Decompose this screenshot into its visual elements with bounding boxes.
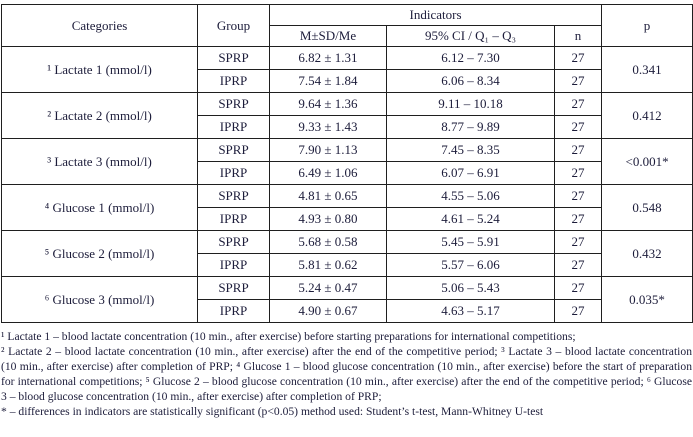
table-row: IPRP 4.90 ± 0.67 4.63 – 5.17 27 [2, 299, 693, 323]
msd-cell: 4.93 ± 0.80 [269, 207, 387, 231]
category-cell: ⁴ Glucose 1 (mmol/l) [1, 184, 198, 231]
table-row: IPRP 9.33 ± 1.43 8.77 – 9.89 27 [2, 115, 693, 139]
group-cell: SPRP [197, 276, 270, 300]
header-n: n [553, 25, 603, 47]
p-cell: 0.341 [601, 46, 693, 93]
n-cell: 27 [553, 276, 603, 300]
ci-cell: 6.06 – 8.34 [386, 69, 555, 93]
results-table: Categories Group Indicators p M±SD/Me 95… [1, 4, 693, 323]
footnotes: ¹ Lactate 1 – blood lactate concentratio… [1, 330, 692, 419]
n-cell: 27 [553, 207, 603, 231]
msd-cell: 6.49 ± 1.06 [269, 161, 387, 185]
header-ci: 95% CI / Q₁ – Q₃ [386, 25, 555, 47]
ci-cell: 4.61 – 5.24 [386, 207, 555, 231]
ci-cell: 8.77 – 9.89 [386, 115, 555, 139]
p-cell: <0.001* [601, 138, 693, 185]
footnote-significance: * – differences in indicators are statis… [1, 404, 544, 418]
table-row: ² Lactate 2 (mmol/l) SPRP 9.64 ± 1.36 9.… [1, 92, 693, 139]
msd-cell: 7.90 ± 1.13 [269, 138, 387, 162]
msd-cell: 9.64 ± 1.36 [269, 92, 387, 116]
ci-cell: 6.12 – 7.30 [386, 46, 555, 70]
ci-cell: 5.06 – 5.43 [386, 276, 555, 300]
msd-cell: 4.81 ± 0.65 [269, 184, 387, 208]
table-row: IPRP 6.49 ± 1.06 6.07 – 6.91 27 [2, 161, 693, 185]
group-cell: SPRP [197, 184, 270, 208]
msd-cell: 5.68 ± 0.58 [269, 230, 387, 254]
table-row: IPRP 4.93 ± 0.80 4.61 – 5.24 27 [2, 207, 693, 231]
msd-cell: 4.90 ± 0.67 [269, 299, 387, 323]
msd-cell: 6.82 ± 1.31 [269, 46, 387, 70]
p-cell: 0.412 [601, 92, 693, 139]
table-row: ⁵ Glucose 2 (mmol/l) SPRP 5.68 ± 0.58 5.… [1, 230, 693, 277]
n-cell: 27 [553, 46, 603, 70]
category-cell: ⁵ Glucose 2 (mmol/l) [1, 230, 198, 277]
n-cell: 27 [553, 92, 603, 116]
msd-cell: 5.24 ± 0.47 [269, 276, 387, 300]
group-cell: IPRP [197, 207, 270, 231]
header-row-1: Categories Group Indicators p [1, 4, 693, 47]
group-cell: IPRP [197, 69, 270, 93]
ci-cell: 4.55 – 5.06 [386, 184, 555, 208]
n-cell: 27 [553, 115, 603, 139]
header-p: p [601, 4, 693, 47]
group-cell: IPRP [197, 299, 270, 323]
footnote-lactate-1: ¹ Lactate 1 – blood lactate concentratio… [1, 330, 576, 343]
group-cell: IPRP [197, 253, 270, 277]
ci-cell: 6.07 – 6.91 [386, 161, 555, 185]
ci-cell: 5.45 – 5.91 [386, 230, 555, 254]
msd-cell: 9.33 ± 1.43 [269, 115, 387, 139]
category-cell: ⁶ Glucose 3 (mmol/l) [1, 276, 198, 323]
header-group: Group [197, 4, 270, 47]
msd-cell: 5.81 ± 0.62 [269, 253, 387, 277]
group-cell: SPRP [197, 138, 270, 162]
group-cell: SPRP [197, 46, 270, 70]
table-row: ⁴ Glucose 1 (mmol/l) SPRP 4.81 ± 0.65 4.… [1, 184, 693, 231]
category-cell: ³ Lactate 3 (mmol/l) [1, 138, 198, 185]
header-msd: M±SD/Me [269, 25, 387, 47]
n-cell: 27 [553, 161, 603, 185]
group-cell: IPRP [197, 115, 270, 139]
msd-cell: 7.54 ± 1.84 [269, 69, 387, 93]
ci-cell: 5.57 – 6.06 [386, 253, 555, 277]
table-row: ¹ Lactate 1 (mmol/l) SPRP 6.82 ± 1.31 6.… [1, 46, 693, 93]
group-cell: IPRP [197, 161, 270, 185]
header-categories: Categories [1, 4, 198, 47]
table-row: ³ Lactate 3 (mmol/l) SPRP 7.90 ± 1.13 7.… [1, 138, 693, 185]
n-cell: 27 [553, 299, 603, 323]
ci-cell: 4.63 – 5.17 [386, 299, 555, 323]
p-cell: 0.432 [601, 230, 693, 277]
p-cell: 0.035* [601, 276, 693, 323]
ci-cell: 9.11 – 10.18 [386, 92, 555, 116]
header-indicators: Indicators [268, 4, 603, 26]
group-cell: SPRP [197, 92, 270, 116]
table-row: ⁶ Glucose 3 (mmol/l) SPRP 5.24 ± 0.47 5.… [1, 276, 693, 323]
category-cell: ¹ Lactate 1 (mmol/l) [1, 46, 198, 93]
p-cell: 0.548 [601, 184, 693, 231]
n-cell: 27 [553, 69, 603, 93]
n-cell: 27 [553, 253, 603, 277]
group-cell: SPRP [197, 230, 270, 254]
n-cell: 27 [553, 138, 603, 162]
n-cell: 27 [553, 184, 603, 208]
ci-cell: 7.45 – 8.35 [386, 138, 555, 162]
table-row: IPRP 5.81 ± 0.62 5.57 – 6.06 27 [2, 253, 693, 277]
footnote-definitions: ² Lactate 2 – blood lactate concentratio… [1, 344, 692, 403]
category-cell: ² Lactate 2 (mmol/l) [1, 92, 198, 139]
n-cell: 27 [553, 230, 603, 254]
